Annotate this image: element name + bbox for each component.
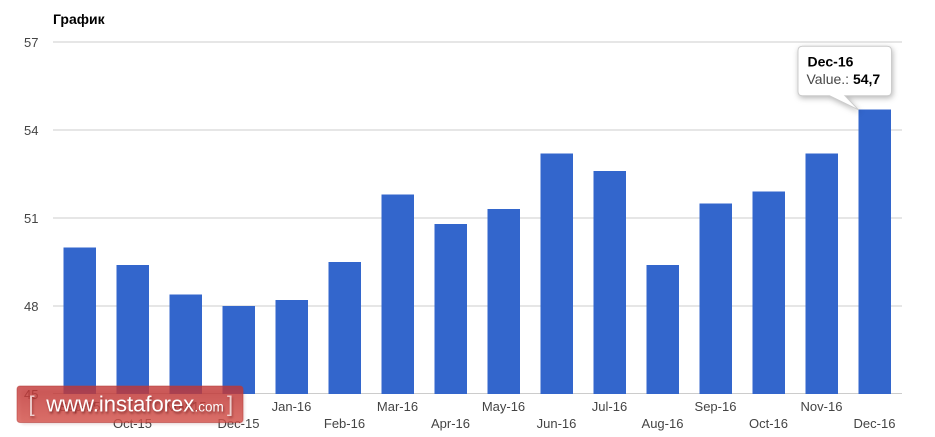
svg-text:Value.: 54,7: Value.: 54,7	[807, 71, 881, 87]
svg-text:Jul-16: Jul-16	[592, 399, 627, 414]
svg-text:51: 51	[24, 211, 38, 226]
svg-text:Apr-16: Apr-16	[431, 416, 470, 431]
svg-text:48: 48	[24, 299, 38, 314]
svg-text:Dec-16: Dec-16	[854, 416, 896, 431]
svg-text:Jun-16: Jun-16	[537, 416, 577, 431]
svg-text:.com: .com	[195, 399, 224, 414]
svg-text:Feb-16: Feb-16	[324, 416, 365, 431]
svg-text:Jan-16: Jan-16	[272, 399, 312, 414]
svg-text:Nov-16: Nov-16	[801, 399, 843, 414]
svg-text:57: 57	[24, 35, 38, 50]
svg-text:54: 54	[24, 123, 38, 138]
svg-text:]: ]	[227, 391, 233, 416]
svg-text:[: [	[29, 391, 35, 416]
svg-text:Oct-16: Oct-16	[749, 416, 788, 431]
svg-text:May-16: May-16	[482, 399, 525, 414]
svg-text:www.instaforex: www.instaforex	[45, 391, 194, 416]
svg-text:График: График	[53, 11, 106, 27]
svg-text:Aug-16: Aug-16	[642, 416, 684, 431]
svg-text:Sep-16: Sep-16	[695, 399, 737, 414]
svg-text:Dec-16: Dec-16	[808, 54, 854, 70]
svg-text:Mar-16: Mar-16	[377, 399, 418, 414]
